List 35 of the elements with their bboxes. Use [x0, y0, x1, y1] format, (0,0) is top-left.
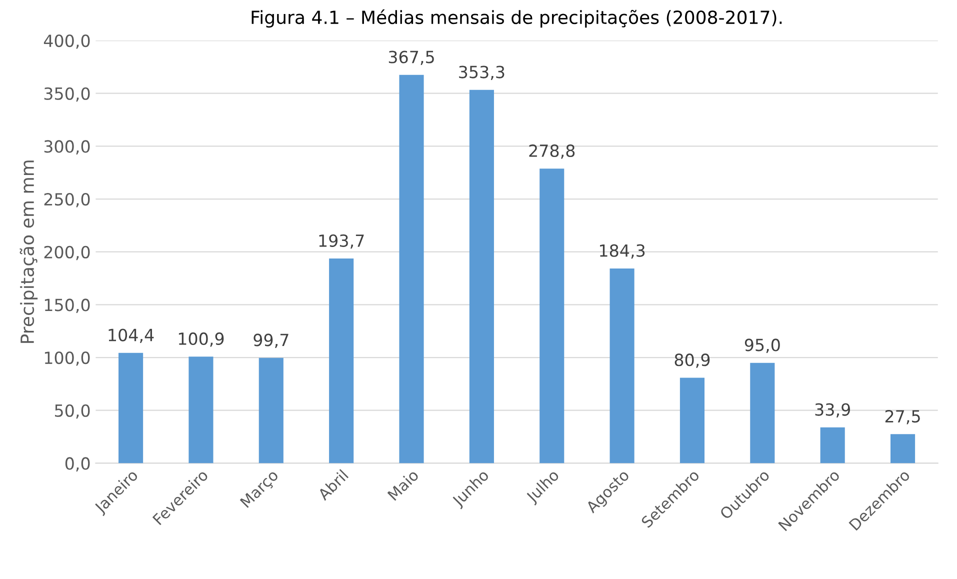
y-axis-title: Precipitação em mm	[20, 160, 38, 343]
data-label: 184,3	[600, 244, 645, 259]
bar	[610, 268, 634, 464]
y-tick-label: 350,0	[44, 87, 90, 102]
bar	[469, 90, 494, 464]
y-tick-label: 50,0	[55, 404, 90, 419]
chart-title: Figura 4.1 – Médias mensais de precipitações (2008-2017).	[252, 9, 782, 28]
bar	[820, 427, 845, 464]
y-tick-label: 0,0	[65, 457, 90, 472]
bar	[188, 356, 214, 464]
bar	[399, 74, 424, 464]
data-label: 27,5	[885, 410, 920, 424]
y-tick-label: 200,0	[44, 246, 90, 260]
data-label: 100,9	[178, 332, 224, 347]
y-tick-label: 150,0	[44, 298, 90, 313]
data-label: 367,5	[388, 50, 434, 66]
data-label: 104,4	[108, 328, 154, 344]
data-label: 278,8	[529, 144, 575, 159]
data-label: 99,7	[254, 334, 288, 348]
bar	[540, 168, 564, 464]
y-tick-label: 300,0	[44, 140, 90, 154]
y-tick-label: 100,0	[44, 351, 90, 366]
bar	[118, 352, 144, 464]
bar	[890, 434, 916, 464]
data-label: 353,3	[459, 66, 504, 80]
y-tick-label: 400,0	[44, 34, 90, 49]
bar	[680, 378, 705, 464]
data-label: 33,9	[815, 403, 850, 418]
data-label: 95,0	[744, 338, 780, 353]
y-tick-label: 250,0	[44, 192, 90, 208]
bar	[258, 358, 284, 464]
bar	[750, 362, 775, 464]
data-label: 80,9	[674, 354, 710, 368]
bar	[329, 258, 354, 464]
data-label: 193,7	[319, 234, 364, 249]
